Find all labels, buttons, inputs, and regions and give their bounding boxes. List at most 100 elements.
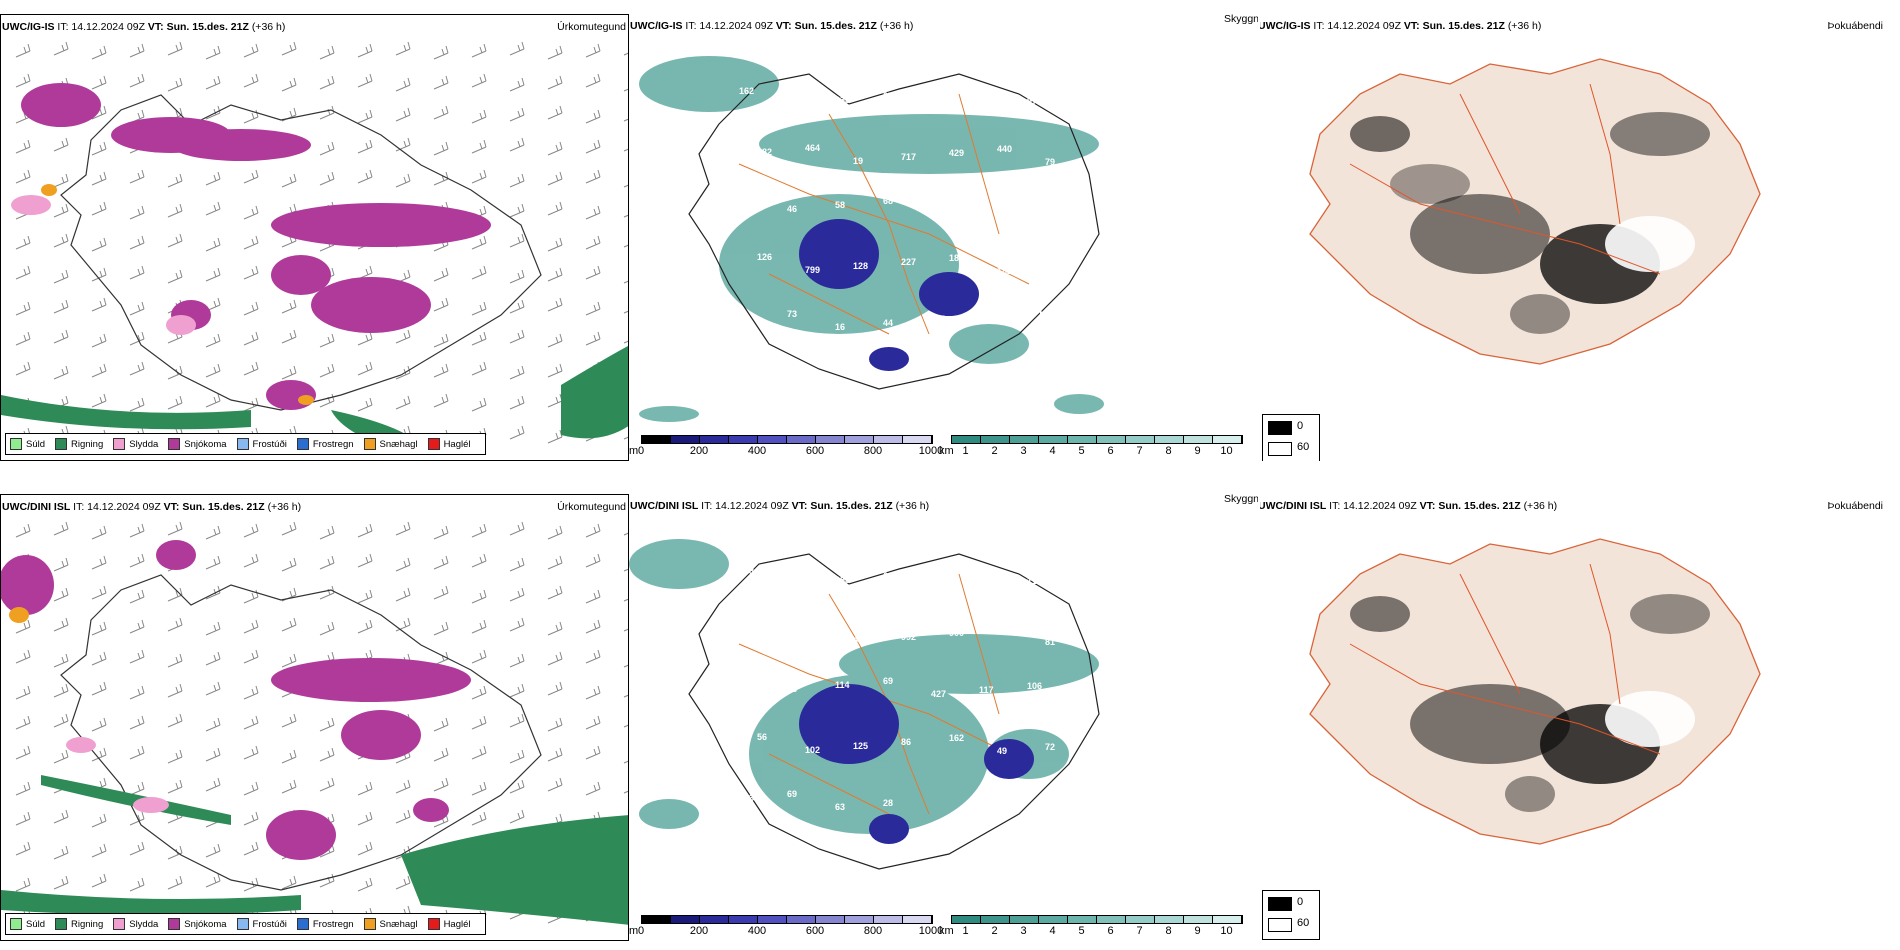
wind-barb [395,617,411,632]
wind-barb [547,201,563,216]
visibility-value: 72 [1045,742,1055,752]
legend-item: Snæhagl [363,918,418,930]
wind-barb [509,269,525,284]
wind-barb [243,523,259,538]
wind-barb [15,73,31,88]
wind-barb [281,299,297,314]
legend-label: Haglél [443,918,471,930]
panel-header: UWC/DINI ISL IT: 14.12.2024 09Z VT: Sun.… [630,500,930,512]
wind-barb [623,184,628,188]
wind-barb [623,760,628,764]
wind-barb [509,809,525,824]
wind-barb [471,589,487,604]
field-name: Þokuábendi [1827,20,1883,32]
wind-barb [15,265,31,280]
wind-barb [167,653,183,668]
wind-barb [129,877,145,892]
panel-header: UWC/IG-IS IT: 14.12.2024 09Z VT: Sun. 15… [2,21,286,33]
wind-barb [471,715,487,730]
visibility-value: 992 [901,632,916,642]
wind-barb [15,139,31,154]
visibility-map-dini: 208 276 683 600 30 140 111 742 97 902 992 900 113 81 6… [629,494,1258,941]
scale-swatch [671,436,700,443]
wind-barb [471,139,487,154]
wind-barb [243,109,259,124]
legend-label: Frostregn [312,918,354,930]
scale-tick-label: 1000 [918,445,944,457]
wind-barb [623,88,628,92]
wind-barb [243,235,259,250]
scale-swatch [1213,436,1242,443]
visibility-map-svg: 208 276 683 600 30 140 111 742 97 902 992 900 113 81 6… [629,539,1100,870]
wind-barb [585,205,601,220]
wind-barb [53,875,69,890]
wind-barb [623,244,628,248]
wind-barb [129,169,145,184]
wind-barb [53,557,69,572]
scale-swatch [816,436,845,443]
wind-barb [129,811,145,826]
scale-tick-label: 800 [863,445,883,457]
wind-barb [53,683,69,698]
wind-barb [509,107,525,122]
legend-swatch [113,918,126,930]
wind-barb [471,649,487,664]
wind-barb [53,299,69,314]
visibility-value: 63 [739,688,749,698]
visibility-value: 16 [835,322,845,332]
wind-barb [623,532,628,536]
wind-barb [509,683,525,698]
scale-swatch [729,436,758,443]
legend-label: Frostúði [252,438,287,450]
scale-swatch [700,436,729,443]
legend-item: Slydda [113,918,158,930]
wind-barb [205,171,221,186]
precip-legend: Súld Rigning Slydda Snjókoma Frostúði Frostre… [5,913,486,935]
wind-barb [53,173,69,188]
wind-barb [167,683,183,698]
visibility-value: 97 [1027,96,1037,106]
scale-m-ticks: 0 200 400 600 800 1000 [638,925,943,937]
wind-barb [395,395,411,410]
precip-type-map-dini: UWC/DINI ISL IT: 14.12.2024 09Z VT: Sun.… [0,494,629,941]
wind-barb [509,77,525,92]
wind-barb [53,233,69,248]
wind-barb [509,713,525,728]
wind-barb [471,73,487,88]
wind-barb [509,521,525,536]
wind-barb [547,141,563,156]
wind-barb [243,361,259,376]
wind-barb [585,685,601,700]
scale-m-ticks: 0 200 400 600 800 1000 [638,445,943,457]
wind-barb [243,331,259,346]
wind-barb [167,875,183,890]
wind-barb [53,269,69,284]
wind-barb [433,105,449,120]
wind-barb [319,333,335,348]
wind-barb [547,747,563,762]
legend-label: Haglél [443,438,471,450]
wind-barb [167,365,183,380]
wind-barb [91,363,107,378]
legend-label: Snæhagl [379,918,418,930]
visibility-value: 114 [835,680,850,690]
legend-label: Snjókoma [184,438,227,450]
scale-swatch [729,916,758,923]
wind-barb [91,105,107,120]
scale-swatch [787,436,816,443]
wind-barb [623,310,628,314]
field-name: Skyggni [1224,14,1258,25]
wind-barb [129,781,145,796]
visibility-value: 429 [949,148,964,158]
wind-barb [509,173,525,188]
wind-barb [243,685,259,700]
wind-barb [547,651,563,666]
wind-barb [433,585,449,600]
field-name: Þokuábendi [1827,500,1883,512]
fog-shading [1350,112,1710,334]
legend-item: Frostúði [236,438,287,450]
wind-barb [319,555,335,570]
visibility-value: 104 [1027,306,1042,316]
visibility-value: 53 [1027,201,1037,211]
scale-swatch [1184,436,1213,443]
